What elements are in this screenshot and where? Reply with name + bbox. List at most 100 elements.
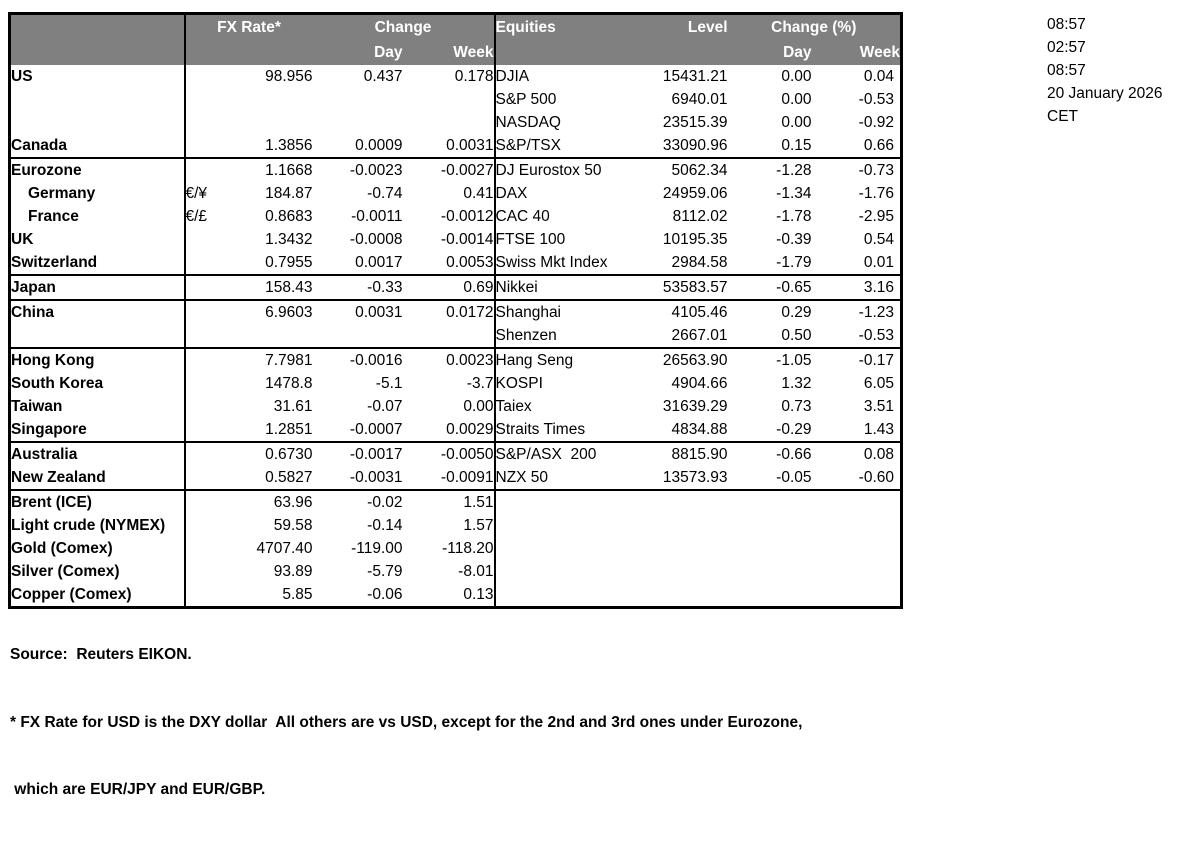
equity-week-change: -0.92 (858, 114, 894, 131)
fx-week-change: -118.20 (442, 540, 494, 557)
equities-change-header: Change (%) (727, 13, 902, 40)
equity-level (625, 560, 728, 583)
fx-week-change: -8.01 (458, 563, 494, 580)
market-data-table: FX Rate* Change Equities Level Change (%… (8, 12, 903, 609)
table-body: US 98.956 0.437 0.178 DJIA 15431.21 0.00 0.04 S&… (9, 65, 902, 608)
country-label: Copper (Comex) (11, 586, 132, 603)
table-row: New Zealand 0.5827 -0.0031 -0.0091 NZX 50 135… (9, 466, 902, 491)
country-label: Switzerland (9, 251, 185, 276)
equity-day-change: -1.28 (776, 162, 812, 179)
equity-name: KOSPI (493, 372, 625, 395)
currency-pair (183, 395, 215, 418)
equity-level: 4105.46 (671, 304, 728, 321)
table-row: UK 1.3432 -0.0008 -0.0014 FTSE 100 10195.35 -0… (10, 228, 902, 251)
fx-week-change: 1.57 (463, 517, 494, 534)
country-label: US (11, 68, 33, 85)
fx-day-change: -0.0031 (312, 466, 403, 491)
equity-name: S&P/TSX (493, 134, 625, 159)
local-time: 08:57 (1047, 16, 1086, 33)
empty-header-cell (624, 40, 728, 65)
equity-day-change: 0.00 (781, 68, 812, 85)
equity-name: Hang Seng (493, 348, 625, 372)
fx-footnote-line1: * FX Rate for USD is the DXY dollar All … (10, 713, 803, 731)
equity-day-change: 0.00 (781, 114, 812, 131)
fx-day-change: -0.07 (367, 398, 403, 415)
fx-day-change: 0.0017 (312, 251, 403, 276)
equity-week-change: 0.01 (811, 251, 902, 276)
equity-level: 13573.93 (624, 466, 728, 491)
fx-week-change: -0.0050 (440, 446, 494, 463)
fx-rate-header: FX Rate* (183, 13, 313, 40)
currency-pair (183, 537, 215, 560)
timezone-label: CET (1047, 108, 1078, 125)
fx-rate-value: 4707.40 (256, 540, 313, 557)
fx-week-change: 1.51 (463, 494, 494, 511)
equity-level: 8112.02 (672, 208, 728, 225)
country-label: Germany (28, 185, 96, 202)
equity-name (493, 514, 625, 537)
source-note: Source: Reuters EIKON. (10, 646, 192, 663)
equity-week-change: -2.95 (858, 208, 894, 225)
fx-rate-value: 0.7955 (214, 251, 313, 276)
equity-day-change: -1.78 (776, 208, 812, 225)
empty-header-cell (9, 40, 185, 65)
fx-day-change: -119.00 (351, 540, 403, 557)
equity-level: 31639.29 (662, 398, 728, 415)
country-label: Gold (Comex) (11, 540, 113, 557)
equity-day-change: -1.79 (727, 251, 812, 276)
empty-header-cell (493, 40, 625, 65)
equity-name (493, 583, 625, 608)
country-label: Taiwan (11, 398, 63, 415)
fx-week-change: 0.00 (463, 398, 494, 415)
table-row: Singapore 1.2851 -0.0007 0.0029 Straits Time… (9, 418, 902, 443)
fx-rate-value: 63.96 (273, 494, 313, 511)
table-row: Gold (Comex) 4707.40 -119.00 -118.20 (10, 537, 902, 560)
country-label: Canada (9, 134, 185, 159)
equity-name: Nikkei (493, 275, 625, 301)
equity-name: Swiss Mkt Index (493, 251, 625, 276)
equity-day-change: -0.39 (776, 231, 812, 248)
fx-day-change (313, 88, 403, 111)
fx-rate-value (215, 111, 313, 134)
equity-week-change (812, 537, 902, 560)
equity-level: 5062.34 (671, 162, 728, 179)
table-row: Canada 1.3856 0.0009 0.0031 S&P/TSX 33090.96 0… (9, 134, 902, 159)
fx-rate-value: 1.3432 (265, 231, 313, 248)
fx-week-change: 0.178 (454, 68, 494, 85)
country-label (9, 324, 185, 349)
equity-name: DJIA (493, 65, 625, 88)
equity-day-change: -0.29 (727, 418, 812, 443)
fx-day-change: -0.0023 (349, 162, 403, 179)
currency-pair (183, 158, 215, 182)
fx-rate-value: 158.43 (214, 275, 313, 301)
fx-day-change: -0.0011 (351, 208, 403, 225)
fx-week-change: -3.7 (466, 375, 494, 392)
fx-rate-value (215, 88, 313, 111)
country-label: UK (11, 231, 34, 248)
equity-day-change (728, 514, 812, 537)
report-date: 20 January 2026 (1047, 85, 1163, 102)
fx-rate-value: 98.956 (265, 68, 313, 85)
equity-level: 4834.88 (624, 418, 728, 443)
equity-day-change: 1.32 (781, 375, 812, 392)
equity-week-change: 0.54 (863, 231, 894, 248)
equity-day-change: -0.66 (776, 446, 812, 463)
table-row: Taiwan 31.61 -0.07 0.00 Taiex 31639.29 0.73 3.5… (10, 395, 902, 418)
table-row: China 6.9603 0.0031 0.0172 Shanghai 4105.46 0.… (10, 300, 902, 324)
fx-rate-value: 93.89 (273, 563, 313, 580)
table-row: Germany €/¥ 184.87 -0.74 0.41 DAX 24959.06 -1.3… (10, 182, 902, 205)
equities-week-header: Week (811, 40, 902, 65)
equity-name: Straits Times (493, 418, 625, 443)
fx-rate-value: 1.3856 (214, 134, 313, 159)
equity-level: 15431.21 (662, 68, 728, 85)
currency-pair (183, 228, 215, 251)
fx-day-change: 0.0031 (355, 304, 403, 321)
currency-pair: €/¥ (183, 182, 215, 205)
fx-week-change: 0.0172 (446, 304, 494, 321)
equity-name (493, 537, 625, 560)
fx-week-change: 0.69 (402, 275, 495, 301)
fx-week-change: -0.0091 (402, 466, 495, 491)
equity-day-change: -1.05 (776, 352, 812, 369)
currency-pair (183, 466, 215, 491)
fx-week-change: -0.0027 (440, 162, 494, 179)
